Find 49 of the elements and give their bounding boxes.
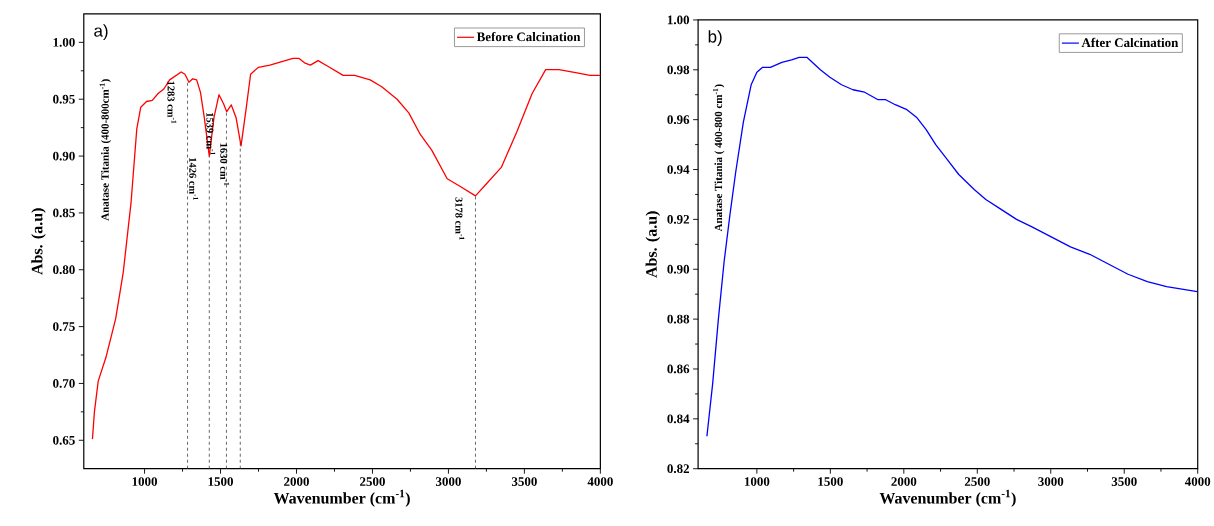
- x-tick-label: 2000: [891, 477, 917, 487]
- y-tick-label: 0.84: [667, 414, 690, 424]
- y-tick-label: 0.95: [53, 95, 75, 104]
- x-tick-label: 3000: [435, 477, 461, 487]
- ref-line-label: 1283 cm$^{-1}$: [167, 81, 177, 124]
- y-tick-label: 1.00: [53, 38, 75, 47]
- ref-line-label: 3178 cm$^{-1}$: [455, 197, 465, 240]
- x-axis-title: Wavenumber (cm$^{-1}$): [879, 490, 1016, 508]
- x-tick-label: 2000: [284, 477, 309, 487]
- legend-label: After Calcination: [1081, 38, 1179, 48]
- annotation: Anatase Titania ( 400-800 cm$^{-1}$): [713, 84, 725, 232]
- y-tick-label: 0.86: [667, 364, 690, 374]
- y-tick-label: 0.98: [667, 65, 690, 75]
- annotation: Anatase Titania (400-800cm$^{-1}$): [99, 79, 111, 221]
- y-axis-title: Abs. (a.u): [645, 211, 661, 279]
- y-tick-label: 0.80: [53, 265, 75, 275]
- x-tick-label: 1500: [818, 477, 843, 487]
- x-tick-label: 3500: [511, 477, 537, 487]
- x-tick-label: 1000: [132, 477, 158, 487]
- y-tick-label: 0.90: [53, 151, 75, 161]
- x-tick-label: 3000: [1038, 477, 1064, 487]
- x-tick-label: 2500: [360, 477, 385, 487]
- line-series: [706, 56, 1198, 438]
- x-tick-label: 3500: [1111, 477, 1137, 487]
- y-tick-label: 0.94: [667, 165, 690, 175]
- x-tick-label: 2500: [964, 477, 990, 487]
- text: b): [708, 30, 722, 47]
- y-tick-label: 0.88: [667, 314, 690, 324]
- x-tick-label: 4000: [1184, 477, 1211, 487]
- x-tick-label: 1000: [744, 477, 770, 487]
- y-axis-title: Abs. (a.u): [31, 208, 46, 276]
- y-tick-label: 0.65: [53, 436, 75, 445]
- y-tick-label: 0.90: [667, 265, 690, 274]
- y-tick-label: 0.70: [53, 379, 75, 389]
- y-tick-label: 0.92: [667, 215, 690, 225]
- y-tick-label: 0.96: [667, 115, 690, 125]
- y-tick-label: 0.82: [667, 464, 690, 474]
- ref-line-label: 1539 cm$^{-1}$: [206, 113, 216, 156]
- y-tick-label: 0.75: [53, 322, 75, 332]
- legend-label: Before Calcination: [476, 32, 581, 42]
- y-tick-label: 0.85: [53, 208, 75, 218]
- text: a): [94, 24, 108, 41]
- ref-line-label: 1630 cm$^{-1}$: [220, 143, 230, 186]
- x-axis-title: Wavenumber (cm$^{-1}$): [273, 490, 410, 508]
- x-tick-label: 4000: [587, 477, 613, 487]
- y-tick-label: 1.00: [667, 15, 690, 25]
- x-tick-label: 1500: [208, 477, 233, 487]
- line-series: [91, 57, 602, 441]
- ref-line-label: 1426 cm$^{-1}$: [189, 158, 199, 201]
